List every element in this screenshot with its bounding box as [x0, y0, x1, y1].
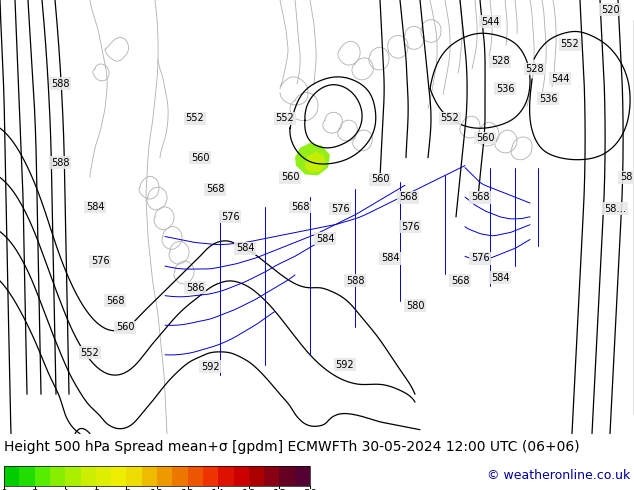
- Text: Height 500 hPa Spread mean+σ [gpdm] ECMWF: Height 500 hPa Spread mean+σ [gpdm] ECMW…: [4, 440, 340, 454]
- Bar: [249, 466, 264, 486]
- Text: © weatheronline.co.uk: © weatheronline.co.uk: [487, 469, 630, 483]
- Text: 576: 576: [470, 253, 489, 263]
- Bar: [264, 466, 280, 486]
- Bar: [81, 466, 96, 486]
- Text: 0: 0: [1, 489, 8, 490]
- Text: 576: 576: [91, 256, 109, 266]
- Polygon shape: [295, 143, 330, 175]
- Bar: [142, 466, 157, 486]
- Text: 584: 584: [236, 244, 254, 253]
- Text: 58: 58: [620, 172, 632, 182]
- Text: 544: 544: [481, 17, 499, 26]
- Text: 536: 536: [539, 94, 557, 103]
- Bar: [65, 466, 81, 486]
- Text: 528: 528: [491, 56, 509, 66]
- Text: 560: 560: [371, 174, 389, 184]
- Bar: [280, 466, 295, 486]
- Bar: [50, 466, 65, 486]
- Text: 18: 18: [273, 489, 287, 490]
- Text: Th 30-05-2024 12:00 UTC (06+06): Th 30-05-2024 12:00 UTC (06+06): [340, 440, 579, 454]
- Bar: [4, 466, 310, 486]
- Text: 576: 576: [221, 212, 239, 222]
- Bar: [126, 466, 142, 486]
- Text: 568: 568: [399, 192, 417, 202]
- Text: 552: 552: [441, 113, 460, 123]
- Text: 14: 14: [211, 489, 225, 490]
- Bar: [218, 466, 233, 486]
- Text: 520: 520: [600, 5, 619, 15]
- Text: 528: 528: [526, 64, 545, 74]
- Text: 568: 568: [206, 184, 224, 194]
- Text: 58…: 58…: [604, 204, 626, 214]
- Text: 588: 588: [346, 276, 365, 286]
- Text: 536: 536: [496, 84, 514, 94]
- Bar: [19, 466, 35, 486]
- Text: 576: 576: [331, 204, 349, 214]
- Text: 576: 576: [401, 221, 419, 232]
- Text: 580: 580: [406, 300, 424, 311]
- Text: 6: 6: [93, 489, 100, 490]
- Text: 584: 584: [381, 253, 399, 263]
- Text: 592: 592: [201, 362, 219, 371]
- Bar: [233, 466, 249, 486]
- Text: 592: 592: [335, 360, 354, 369]
- Text: 552: 552: [186, 113, 204, 123]
- Bar: [35, 466, 50, 486]
- Text: 12: 12: [181, 489, 195, 490]
- Text: 560: 560: [281, 172, 299, 182]
- Text: 10: 10: [150, 489, 164, 490]
- Text: 588: 588: [51, 158, 69, 168]
- Text: 586: 586: [186, 283, 204, 293]
- Text: 4: 4: [61, 489, 68, 490]
- Text: 16: 16: [242, 489, 256, 490]
- Text: 8: 8: [123, 489, 130, 490]
- Text: 568: 568: [106, 295, 124, 306]
- Text: 568: 568: [451, 276, 469, 286]
- Text: 588: 588: [51, 79, 69, 89]
- Bar: [172, 466, 188, 486]
- Text: 584: 584: [316, 234, 334, 244]
- Text: 552: 552: [560, 39, 579, 49]
- Text: 584: 584: [491, 273, 509, 283]
- Bar: [157, 466, 172, 486]
- Text: 560: 560: [476, 133, 495, 143]
- Bar: [295, 466, 310, 486]
- Bar: [188, 466, 203, 486]
- Text: 552: 552: [81, 348, 100, 358]
- Text: 568: 568: [291, 202, 309, 212]
- Bar: [203, 466, 218, 486]
- Text: 20: 20: [303, 489, 317, 490]
- Text: 584: 584: [86, 202, 104, 212]
- Text: 560: 560: [116, 322, 134, 332]
- Bar: [111, 466, 126, 486]
- Bar: [96, 466, 111, 486]
- Bar: [4, 466, 19, 486]
- Text: 552: 552: [276, 113, 294, 123]
- Text: 544: 544: [551, 74, 569, 84]
- Text: 568: 568: [471, 192, 489, 202]
- Text: 560: 560: [191, 153, 209, 163]
- Text: 2: 2: [31, 489, 38, 490]
- Polygon shape: [305, 152, 326, 172]
